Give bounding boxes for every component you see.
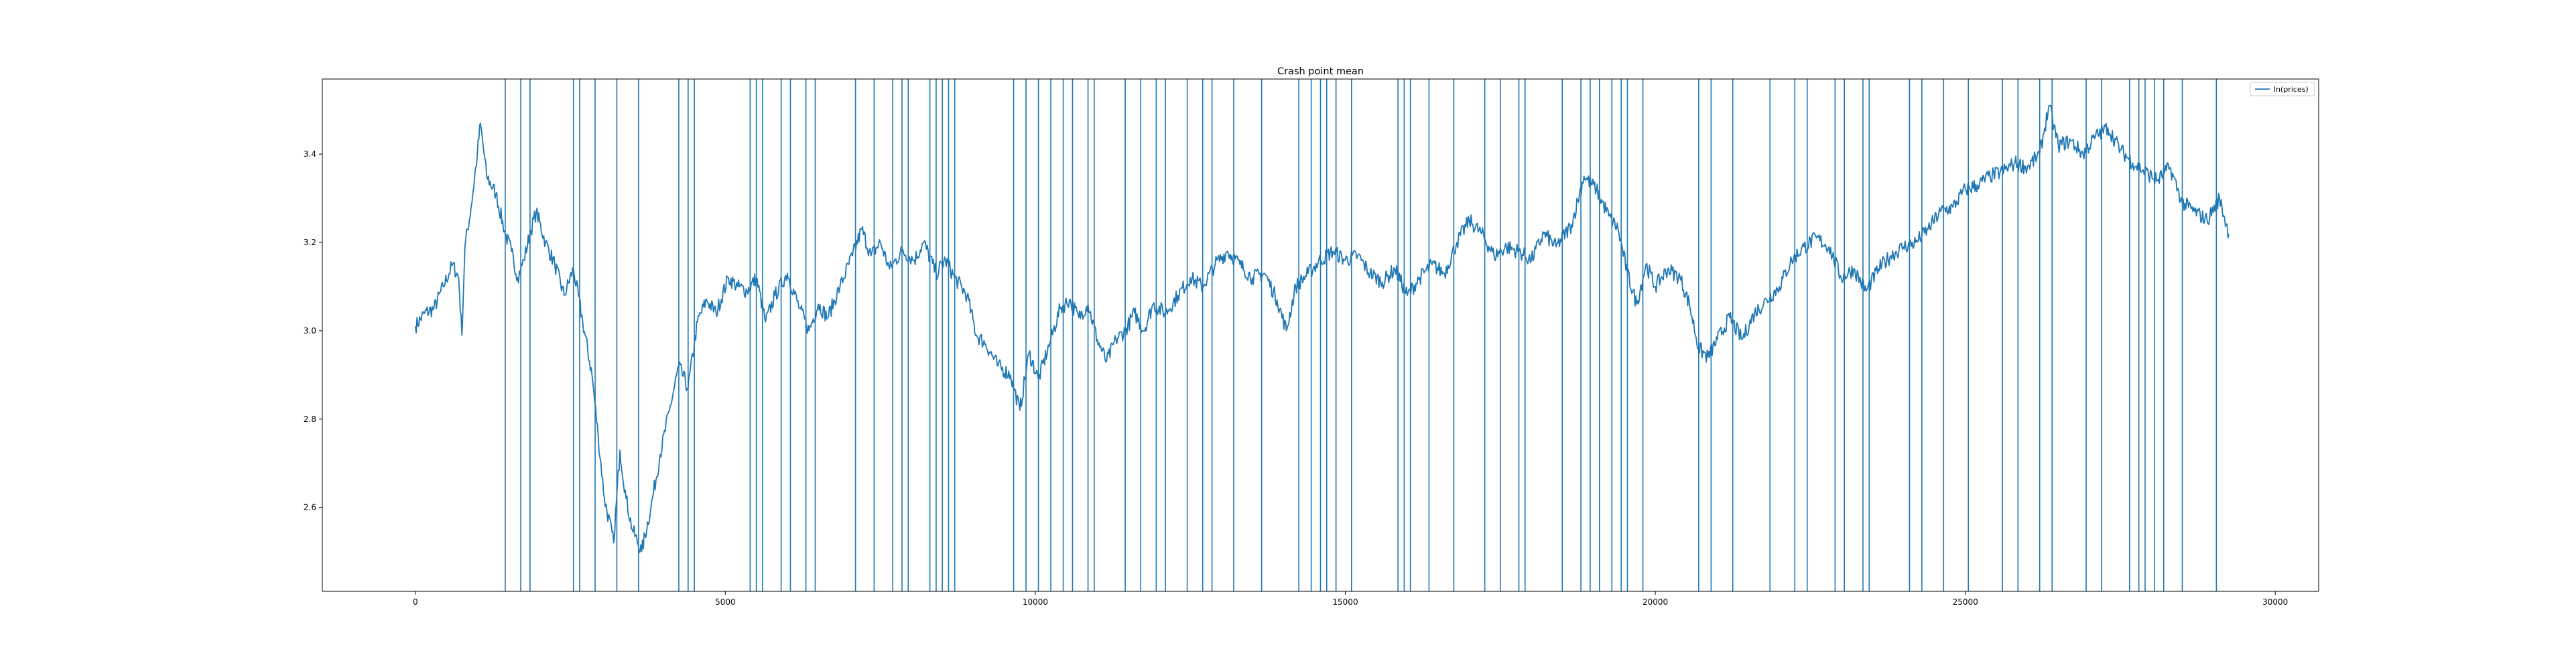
x-tick-label: 10000 [1023,597,1048,607]
chart-title: Crash point mean [1277,66,1364,77]
axes-frame [322,78,2319,592]
x-tick-label: 20000 [1643,597,1668,607]
y-tick-label: 3.4 [304,149,316,159]
x-tick-label: 0 [413,597,418,607]
legend-box [2250,82,2315,96]
x-tick-label: 30000 [2262,597,2288,607]
x-axis: 0 5000 10000 15000 20000 25000 30000 [413,591,2288,607]
y-tick-label: 2.8 [304,415,316,424]
y-tick-label: 3.2 [304,238,316,247]
series-line-ln-prices [414,104,2230,553]
legend-label: ln(prices) [2274,85,2309,94]
y-axis: 2.6 2.8 3.0 3.2 3.4 [304,149,322,512]
series-layer [414,104,2230,553]
x-tick-label: 25000 [1953,597,1978,607]
y-tick-label: 2.6 [304,503,316,512]
x-tick-label: 5000 [715,597,736,607]
crash-lines [505,79,2217,591]
x-tick-label: 15000 [1332,597,1358,607]
y-tick-label: 3.0 [304,326,316,336]
legend: ln(prices) [2250,82,2315,96]
